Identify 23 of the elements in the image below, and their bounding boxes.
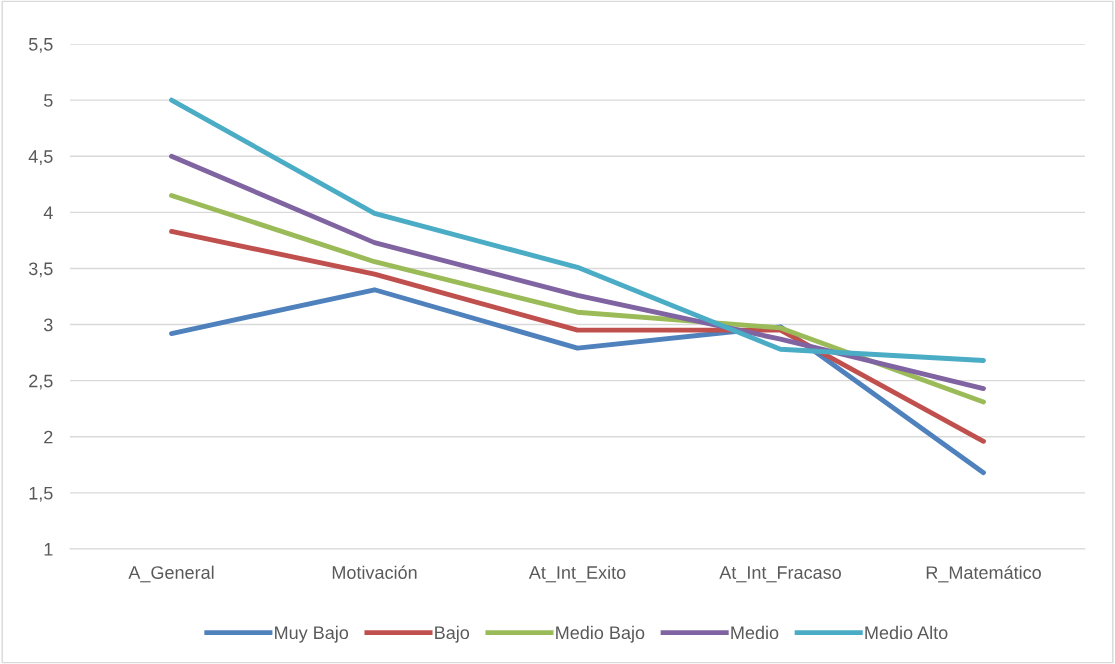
x-tick-label: At_Int_Exito	[528, 565, 626, 583]
y-tick-label: 2	[44, 430, 53, 444]
y-tick-label: 4,5	[28, 150, 53, 166]
x-tick-label: Motivación	[332, 565, 417, 579]
legend-label: Medio Bajo	[556, 625, 645, 643]
x-tick-label: At_Int_Fracaso	[719, 566, 841, 583]
line-series	[169, 228, 986, 444]
legend-label: Medio	[731, 625, 779, 640]
y-tick-label: 5	[44, 94, 53, 107]
y-tick-label: 4	[43, 206, 53, 219]
line-series	[169, 153, 986, 391]
y-tick-label: 1,5	[29, 487, 53, 502]
legend-label: Bajo	[435, 625, 470, 643]
x-tick-label: R_Matemático	[926, 565, 1041, 583]
y-tick-label: 2,5	[29, 374, 53, 390]
line-series	[169, 97, 986, 363]
y-tick-label: 5,5	[28, 38, 53, 53]
legend-label: Medio Alto	[865, 625, 948, 640]
legend-label: Muy Bajo	[275, 625, 349, 643]
y-tick-label: 1	[44, 543, 53, 556]
y-tick-label: 3	[43, 318, 53, 332]
y-tick-label: 3,5	[28, 262, 53, 278]
x-tick-label: A_General	[128, 565, 214, 583]
